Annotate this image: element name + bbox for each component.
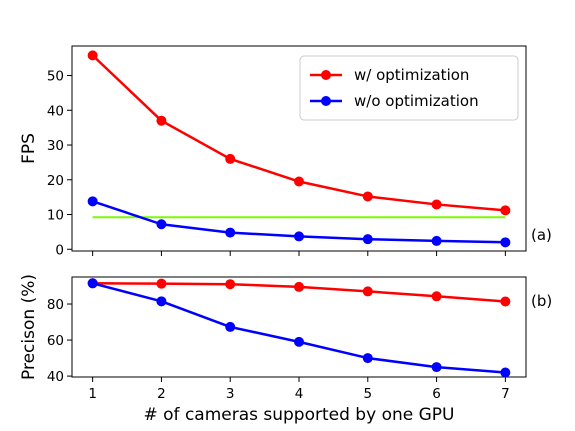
y-tick-label: 60 — [47, 333, 64, 349]
data-point-without-optimization — [294, 231, 304, 242]
x-tick-label: 4 — [295, 386, 304, 402]
y-tick-label: 40 — [47, 103, 64, 119]
data-point-without-optimization — [156, 296, 167, 307]
data-point-without-optimization — [225, 227, 236, 238]
data-point-without-optimization — [431, 362, 442, 373]
x-tick-label: 6 — [432, 386, 441, 402]
y-tick-label: 30 — [47, 138, 64, 154]
legend-box — [299, 55, 519, 121]
x-tick-label: 2 — [157, 386, 166, 402]
y-tick-label: 50 — [47, 69, 64, 85]
y-tick-label: 20 — [47, 173, 64, 189]
data-point-with-optimization — [87, 50, 98, 61]
y-tick-label: 0 — [55, 242, 64, 258]
y-axis-label: FPS — [19, 133, 39, 164]
data-point-without-optimization — [156, 219, 167, 230]
data-point-with-optimization — [156, 278, 167, 289]
legend-swatch-marker — [321, 96, 331, 106]
data-point-without-optimization — [87, 278, 98, 289]
data-point-without-optimization — [362, 234, 373, 245]
data-point-without-optimization — [225, 321, 236, 332]
y-tick-label: 80 — [47, 297, 64, 313]
panel-tag: (b) — [531, 292, 552, 310]
data-point-without-optimization — [294, 336, 304, 347]
data-point-with-optimization — [431, 291, 442, 302]
legend: w/ optimization w/o optimization — [299, 55, 519, 121]
data-point-with-optimization — [225, 279, 236, 290]
data-point-with-optimization — [362, 286, 373, 297]
x-tick-label: 1 — [88, 386, 97, 402]
panel-a-fps-plot: 0 10 20 30 40 50 FPS (a) w/ optimization w/o opti… — [19, 45, 552, 258]
data-point-without-optimization — [431, 235, 442, 246]
data-point-without-optimization — [500, 367, 511, 378]
legend-label: w/o optimization — [354, 92, 479, 110]
data-point-with-optimization — [294, 281, 304, 292]
panel-tag: (a) — [531, 226, 552, 244]
y-tick-label: 40 — [47, 369, 64, 385]
y-tick-label: 10 — [47, 208, 64, 224]
y-axis-label: Precison (%) — [19, 274, 39, 380]
x-tick-label: 7 — [501, 386, 510, 402]
data-point-with-optimization — [156, 115, 167, 126]
data-point-with-optimization — [500, 205, 511, 216]
data-point-without-optimization — [362, 353, 373, 364]
data-point-with-optimization — [431, 199, 442, 210]
legend-label: w/ optimization — [354, 66, 469, 84]
data-point-with-optimization — [362, 191, 373, 202]
data-point-with-optimization — [225, 153, 236, 164]
panel-b-precision-plot: 40 60 80 1 2 3 4 5 6 7 Precison (%) # of cameras su… — [19, 274, 552, 425]
x-tick-label: 3 — [226, 386, 235, 402]
data-point-without-optimization — [87, 196, 98, 207]
x-tick-label: 5 — [363, 386, 372, 402]
data-point-with-optimization — [294, 176, 304, 187]
data-point-with-optimization — [500, 296, 511, 307]
data-point-without-optimization — [500, 237, 511, 248]
legend-swatch-marker — [321, 70, 331, 80]
x-axis-label: # of cameras supported by one GPU — [144, 405, 455, 425]
